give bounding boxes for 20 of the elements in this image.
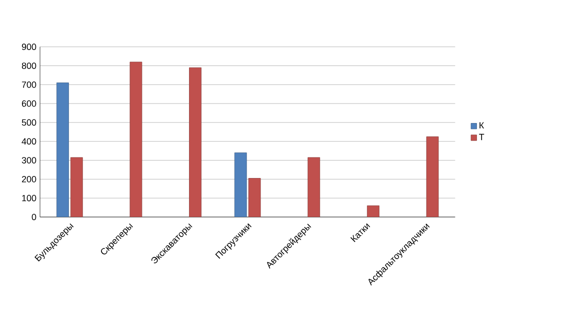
y-tick-label: 0 xyxy=(32,214,36,220)
bar xyxy=(70,157,83,217)
legend-label: Т xyxy=(479,134,484,140)
y-tick-label: 200 xyxy=(22,176,36,182)
bar xyxy=(308,157,320,217)
y-tick-label: 700 xyxy=(22,81,36,88)
legend-label: К xyxy=(480,122,484,128)
bar xyxy=(189,67,202,217)
bar xyxy=(56,82,69,217)
y-tick-label: 300 xyxy=(22,157,36,164)
y-tick-label: 100 xyxy=(22,194,36,202)
y-tick-label: 500 xyxy=(22,119,36,126)
bar xyxy=(426,136,439,217)
y-tick-label: 600 xyxy=(22,100,36,107)
bar xyxy=(248,178,261,217)
y-tick-label: 400 xyxy=(22,138,36,145)
bar xyxy=(130,62,142,217)
y-tick-label: 800 xyxy=(22,62,36,69)
y-tick-label: 900 xyxy=(22,44,36,50)
bar xyxy=(234,152,247,217)
